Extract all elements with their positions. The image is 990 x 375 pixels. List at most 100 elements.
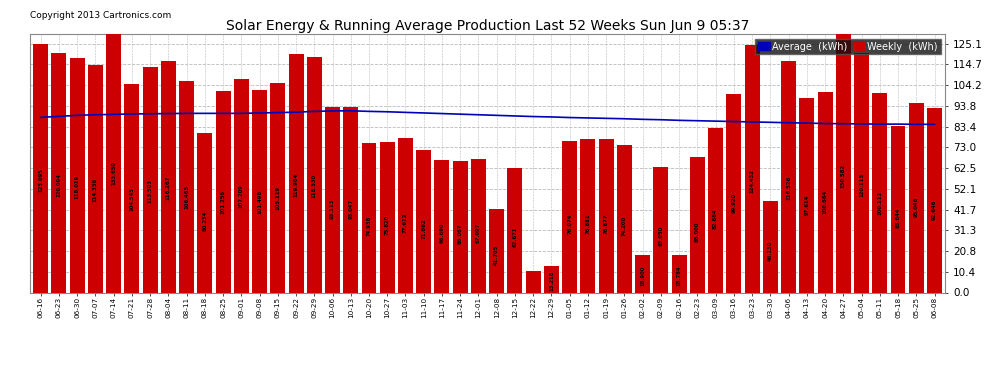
- Bar: [88, 65, 103, 292]
- Text: 101.498: 101.498: [257, 189, 262, 214]
- Text: 41.705: 41.705: [494, 245, 499, 265]
- Text: 83.644: 83.644: [896, 207, 901, 228]
- Bar: [471, 159, 486, 292]
- Text: 82.684: 82.684: [713, 208, 718, 229]
- Text: 75.820: 75.820: [385, 214, 390, 235]
- Bar: [727, 94, 742, 292]
- Text: 71.662: 71.662: [421, 218, 427, 238]
- Text: 125.095: 125.095: [39, 168, 44, 192]
- Bar: [562, 141, 577, 292]
- Text: 118.019: 118.019: [74, 175, 79, 199]
- Text: 67.097: 67.097: [476, 222, 481, 243]
- Text: 99.920: 99.920: [732, 193, 737, 213]
- Text: Copyright 2013 Cartronics.com: Copyright 2013 Cartronics.com: [30, 11, 171, 20]
- Bar: [143, 67, 157, 292]
- Bar: [398, 138, 413, 292]
- Text: 116.526: 116.526: [786, 176, 791, 200]
- Bar: [452, 161, 467, 292]
- Bar: [781, 61, 796, 292]
- Bar: [106, 27, 121, 292]
- Text: 76.074: 76.074: [567, 214, 572, 234]
- Bar: [288, 54, 304, 292]
- Bar: [636, 255, 650, 292]
- Text: 66.067: 66.067: [457, 223, 462, 244]
- Text: 120.094: 120.094: [56, 173, 61, 197]
- Text: 105.119: 105.119: [275, 186, 280, 210]
- Bar: [909, 104, 924, 292]
- Bar: [544, 266, 559, 292]
- Bar: [234, 79, 248, 292]
- Text: 116.267: 116.267: [166, 176, 171, 201]
- Bar: [179, 81, 194, 292]
- Bar: [690, 157, 705, 292]
- Bar: [653, 167, 668, 292]
- Title: Solar Energy & Running Average Production Last 52 Weeks Sun Jun 9 05:37: Solar Energy & Running Average Productio…: [226, 19, 749, 33]
- Bar: [380, 142, 395, 292]
- Text: 76.881: 76.881: [585, 213, 590, 234]
- Text: 113.503: 113.503: [148, 179, 152, 203]
- Bar: [891, 126, 906, 292]
- Bar: [708, 128, 723, 292]
- Text: 97.614: 97.614: [804, 195, 809, 215]
- Bar: [508, 168, 523, 292]
- Text: 100.112: 100.112: [877, 191, 882, 215]
- Bar: [160, 61, 176, 292]
- Text: 76.877: 76.877: [604, 213, 609, 234]
- Text: 77.612: 77.612: [403, 213, 408, 233]
- Text: 74.200: 74.200: [622, 216, 627, 236]
- Text: 13.218: 13.218: [548, 270, 554, 291]
- Text: 107.209: 107.209: [239, 184, 244, 209]
- Bar: [34, 44, 49, 292]
- Text: 74.938: 74.938: [366, 215, 371, 236]
- Text: 101.256: 101.256: [221, 190, 226, 214]
- Text: 100.664: 100.664: [823, 190, 828, 214]
- Text: 93.113: 93.113: [330, 199, 335, 219]
- Bar: [416, 150, 432, 292]
- Text: 120.115: 120.115: [859, 173, 864, 197]
- Bar: [252, 90, 267, 292]
- Bar: [671, 255, 687, 292]
- Text: 93.047: 93.047: [348, 199, 353, 219]
- Text: 104.545: 104.545: [130, 187, 135, 211]
- Bar: [526, 271, 541, 292]
- Bar: [580, 140, 595, 292]
- Bar: [307, 57, 322, 292]
- Text: 119.984: 119.984: [293, 173, 299, 197]
- Bar: [854, 53, 869, 292]
- Bar: [617, 145, 632, 292]
- Text: 63.050: 63.050: [658, 226, 663, 246]
- Text: 124.432: 124.432: [749, 169, 754, 193]
- Bar: [69, 58, 84, 292]
- Legend: Average  (kWh), Weekly  (kWh): Average (kWh), Weekly (kWh): [755, 39, 940, 54]
- Text: 80.234: 80.234: [202, 210, 207, 231]
- Text: 46.130: 46.130: [768, 241, 773, 261]
- Text: 92.646: 92.646: [932, 200, 937, 220]
- Bar: [818, 92, 833, 292]
- Bar: [270, 83, 285, 292]
- Bar: [744, 45, 759, 292]
- Bar: [325, 107, 340, 292]
- Text: 133.650: 133.650: [111, 161, 116, 185]
- Bar: [799, 98, 815, 292]
- Text: 66.690: 66.690: [440, 222, 445, 243]
- Text: 114.336: 114.336: [93, 178, 98, 202]
- Bar: [763, 201, 778, 292]
- Bar: [361, 143, 376, 292]
- Bar: [216, 91, 231, 292]
- Bar: [125, 84, 140, 292]
- Bar: [51, 54, 66, 292]
- Bar: [836, 33, 850, 292]
- Bar: [197, 133, 212, 292]
- Text: 62.671: 62.671: [513, 226, 518, 247]
- Bar: [489, 210, 504, 292]
- Bar: [872, 93, 887, 292]
- Bar: [435, 160, 449, 292]
- Text: 118.530: 118.530: [312, 174, 317, 198]
- Bar: [344, 107, 358, 292]
- Text: 18.900: 18.900: [641, 266, 645, 286]
- Text: 106.465: 106.465: [184, 185, 189, 209]
- Text: 18.784: 18.784: [676, 266, 682, 286]
- Text: 68.000: 68.000: [695, 221, 700, 242]
- Bar: [599, 140, 614, 292]
- Text: 95.046: 95.046: [914, 197, 919, 217]
